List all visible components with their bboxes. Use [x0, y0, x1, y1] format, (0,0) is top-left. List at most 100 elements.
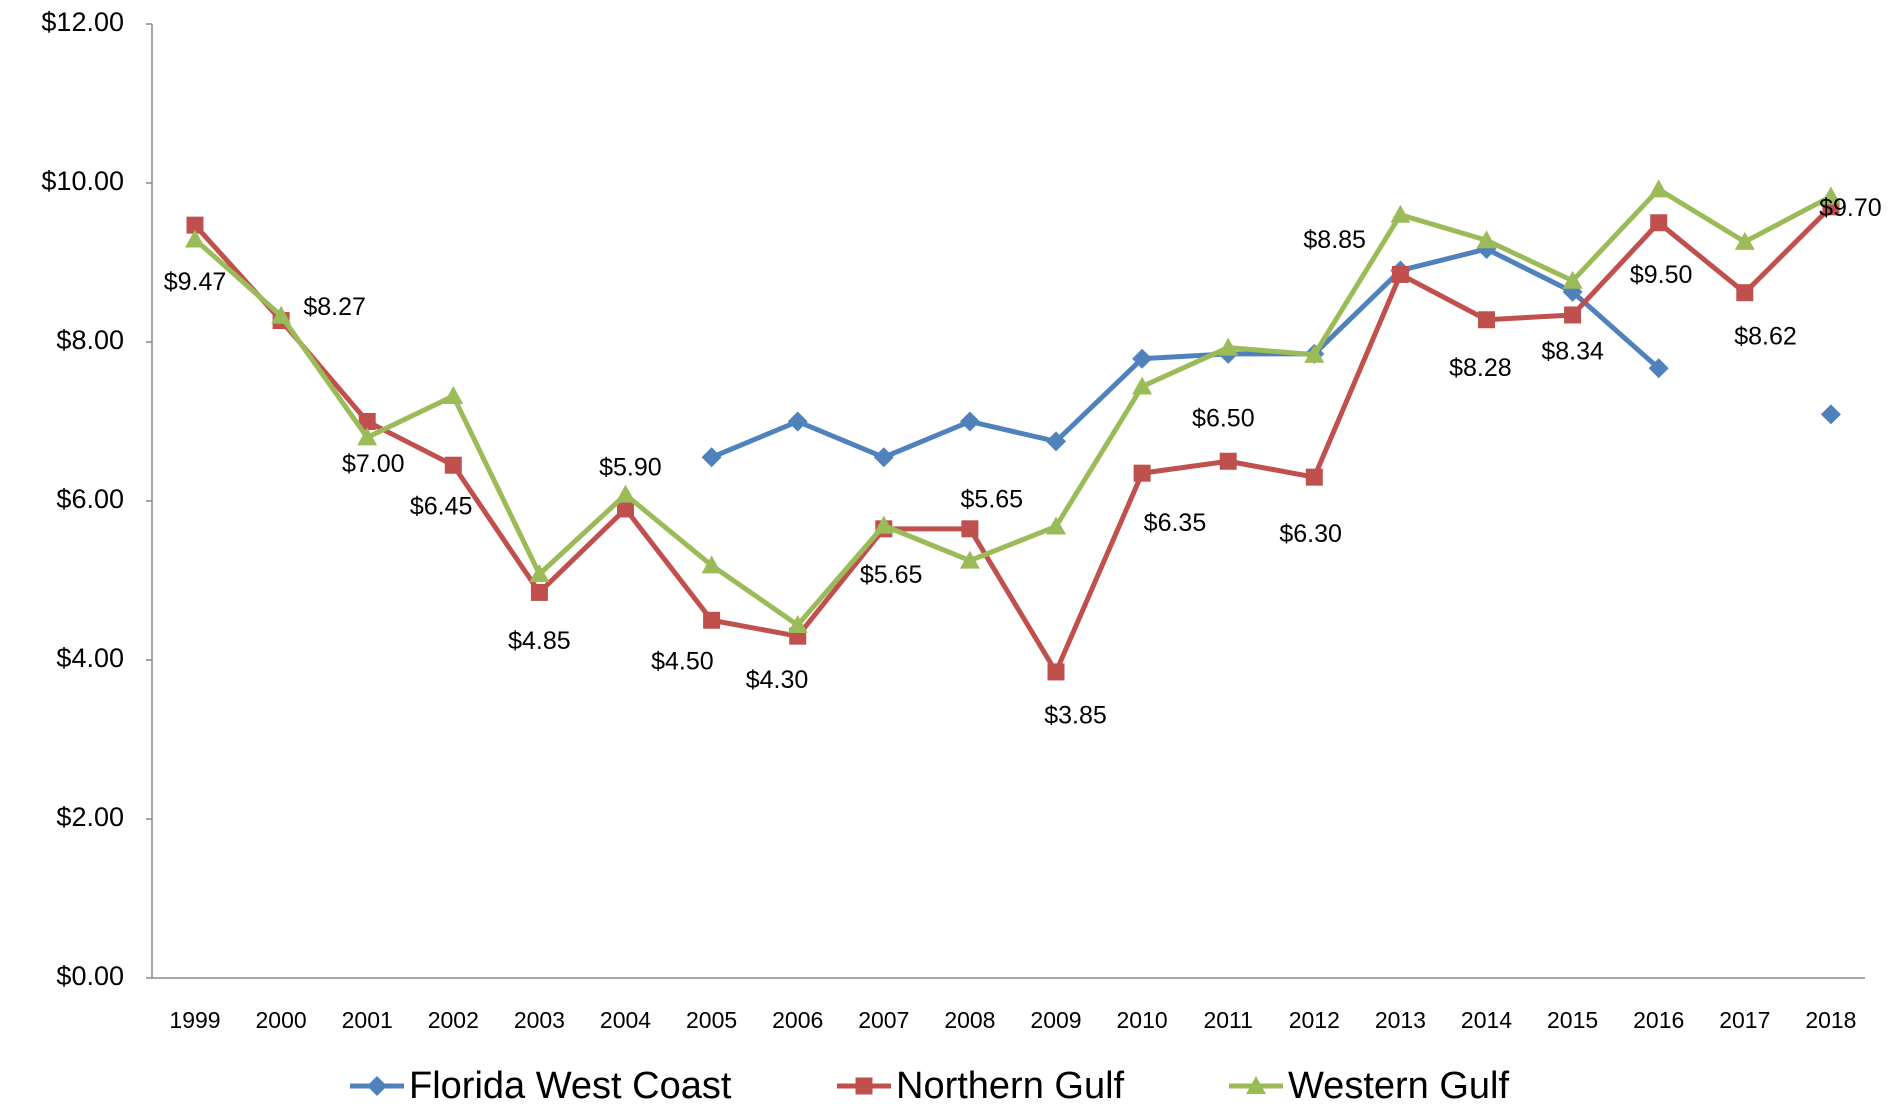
- marker: [1132, 376, 1153, 395]
- marker: [1476, 230, 1497, 249]
- marker: [1304, 344, 1325, 363]
- marker: [1648, 179, 1669, 198]
- data-label: $6.30: [1279, 520, 1342, 548]
- marker: [1736, 284, 1754, 302]
- legend-label: Western Gulf: [1288, 1065, 1509, 1106]
- marker: [1218, 337, 1239, 356]
- data-label: $4.85: [508, 627, 571, 655]
- y-tick-label: $2.00: [56, 802, 124, 832]
- legend-marker: [367, 1076, 387, 1096]
- data-label: $8.27: [303, 293, 366, 321]
- x-tick-label: 2012: [1289, 1007, 1340, 1033]
- marker: [959, 550, 980, 569]
- data-label: $5.90: [599, 453, 662, 481]
- marker: [1562, 270, 1583, 289]
- series-line: [193, 205, 1833, 675]
- x-tick-label: 2016: [1633, 1007, 1684, 1033]
- marker: [1390, 204, 1411, 223]
- data-label: $5.65: [860, 561, 923, 589]
- data-label: $4.50: [651, 647, 714, 675]
- y-tick-label: $4.00: [56, 643, 124, 673]
- x-tick-label: 2007: [858, 1007, 909, 1033]
- marker: [873, 515, 894, 534]
- marker: [959, 411, 980, 432]
- marker: [358, 413, 376, 430]
- x-tick-label: 2002: [428, 1007, 479, 1033]
- data-label: $8.34: [1541, 337, 1604, 365]
- marker: [444, 456, 462, 474]
- data-label: $5.65: [961, 485, 1024, 513]
- marker: [1047, 663, 1065, 681]
- legend-label: Northern Gulf: [896, 1065, 1125, 1106]
- marker: [1046, 431, 1066, 452]
- x-tick-label: 2005: [686, 1007, 737, 1033]
- data-label: $8.85: [1303, 226, 1366, 254]
- marker: [701, 555, 722, 574]
- y-tick-label: $0.00: [56, 961, 124, 991]
- x-tick-label: 2013: [1375, 1007, 1426, 1033]
- marker: [1648, 358, 1669, 379]
- marker: [530, 583, 548, 601]
- series-line: [193, 186, 1833, 628]
- data-label: $9.70: [1819, 194, 1882, 222]
- legend-label: Florida West Coast: [409, 1065, 732, 1106]
- marker: [617, 500, 634, 518]
- marker: [1564, 306, 1582, 324]
- x-tick-label: 1999: [169, 1007, 220, 1033]
- legend-marker: [855, 1077, 873, 1095]
- marker: [1478, 311, 1495, 329]
- x-tick-label: 2006: [772, 1007, 823, 1033]
- x-tick-label: 2011: [1203, 1007, 1252, 1033]
- x-tick-label: 2001: [342, 1007, 393, 1033]
- x-tick-label: 2010: [1117, 1007, 1168, 1033]
- data-label: $9.47: [164, 268, 227, 296]
- y-tick-label: $10.00: [41, 166, 124, 196]
- marker: [271, 305, 292, 324]
- data-label: $9.50: [1630, 261, 1693, 289]
- marker: [1133, 464, 1151, 482]
- data-label: $6.35: [1144, 509, 1207, 537]
- marker: [443, 386, 464, 405]
- x-tick-label: 2009: [1030, 1007, 1081, 1033]
- marker: [186, 216, 204, 234]
- marker: [185, 229, 205, 248]
- marker: [703, 611, 721, 629]
- x-tick-label: 2017: [1719, 1007, 1770, 1033]
- marker: [1132, 348, 1153, 369]
- data-label: $8.62: [1734, 322, 1797, 350]
- marker: [1219, 452, 1237, 470]
- marker: [1734, 231, 1755, 250]
- y-tick-label: $12.00: [41, 7, 124, 37]
- data-label: $6.50: [1192, 404, 1255, 432]
- marker: [787, 615, 808, 634]
- marker: [1305, 468, 1323, 486]
- marker: [787, 411, 808, 432]
- marker: [1391, 265, 1409, 283]
- marker: [701, 447, 722, 468]
- x-tick-label: 2015: [1547, 1007, 1598, 1033]
- data-label: $8.28: [1449, 354, 1512, 382]
- x-tick-label: 2018: [1805, 1007, 1856, 1033]
- marker: [1820, 186, 1841, 205]
- data-label: $7.00: [342, 450, 405, 478]
- marker: [615, 484, 636, 503]
- legend-marker: [1246, 1076, 1266, 1094]
- x-tick-label: 2000: [256, 1007, 307, 1033]
- marker: [357, 427, 378, 446]
- marker: [1820, 404, 1841, 425]
- data-label: $6.45: [410, 492, 473, 520]
- x-tick-label: 2008: [944, 1007, 995, 1033]
- data-label: $3.85: [1044, 702, 1107, 730]
- y-tick-label: $8.00: [56, 325, 124, 355]
- x-tick-label: 2014: [1461, 1007, 1512, 1033]
- y-tick-label: $6.00: [56, 484, 124, 514]
- marker: [961, 520, 979, 538]
- marker: [529, 564, 550, 583]
- x-tick-label: 2004: [600, 1007, 651, 1033]
- data-label: $4.30: [746, 666, 809, 694]
- marker: [873, 447, 894, 468]
- marker: [1046, 516, 1066, 535]
- x-tick-label: 2003: [514, 1007, 565, 1033]
- marker: [1650, 214, 1668, 232]
